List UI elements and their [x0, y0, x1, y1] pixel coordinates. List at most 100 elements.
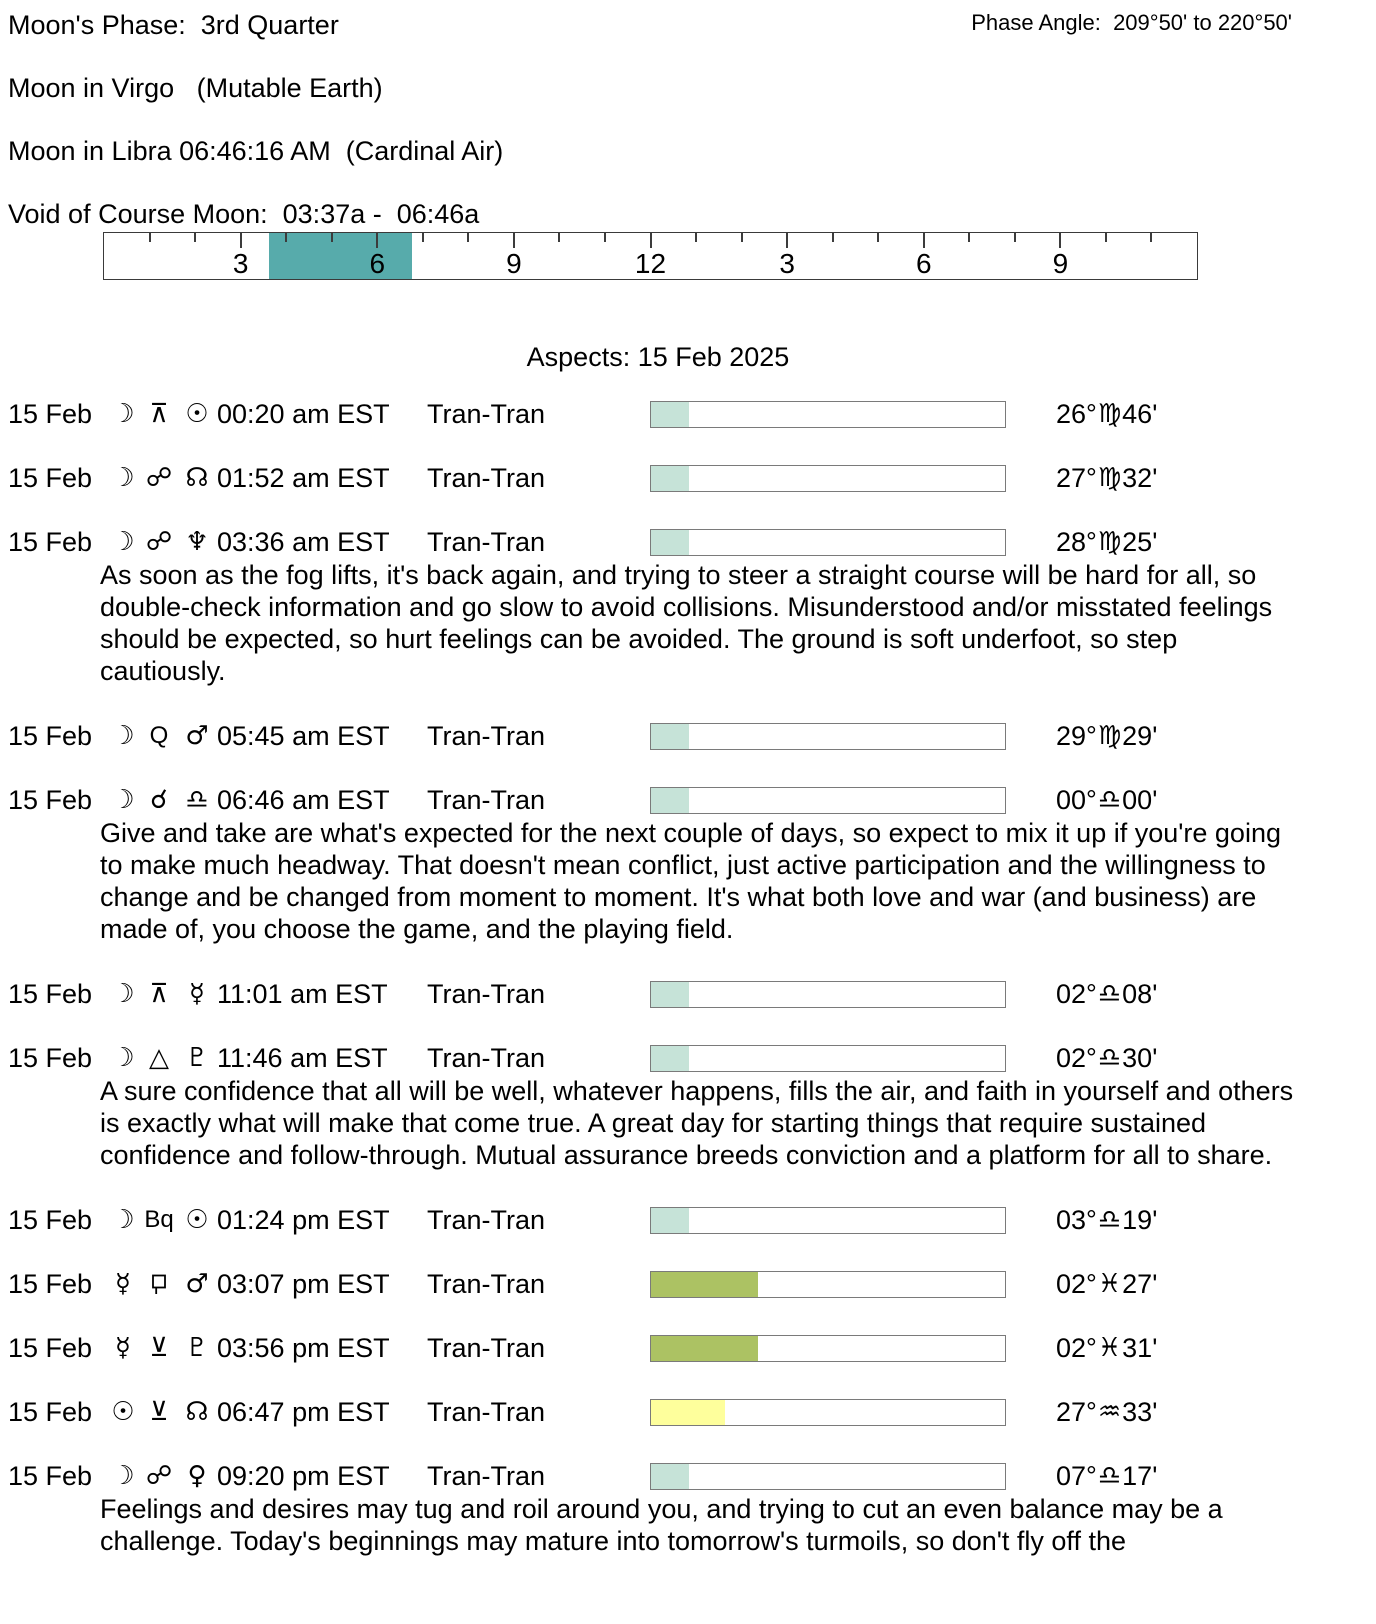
orb-progress-fill [651, 981, 689, 1007]
moon-icon: ☽ [111, 399, 135, 429]
aspect-date: 15 Feb [8, 398, 93, 429]
aspect-date: 15 Feb [8, 526, 93, 557]
aspect-type: Tran-Tran [427, 462, 546, 493]
pluto-icon: ♇ [185, 1333, 209, 1363]
aspect-date: 15 Feb [8, 1204, 93, 1235]
orb-progress-bar [650, 1462, 1006, 1490]
hour-tick [968, 233, 971, 242]
voc-timeline-ruler: 3 6 9 12 3 6 9 [103, 232, 1198, 280]
orb-progress-bar [650, 464, 1006, 492]
mars-icon: ♂ [185, 1269, 209, 1299]
hour-tick [877, 233, 880, 242]
aspect-row: 15 Feb ☽ ⊼ ☉ 00:20 am EST Tran-Tran 26° ♍… [8, 398, 1376, 430]
aspect-glyphs: ☽ ⊼ ☿ [105, 979, 217, 1009]
sun-icon: ☉ [185, 399, 209, 429]
hour-tick [148, 233, 151, 242]
hour-label: 12 [634, 248, 667, 279]
aspect-glyphs: ☿ ♂ [105, 1269, 217, 1299]
aspect-position: 02° ♎ 08' [1056, 978, 1158, 1010]
trine-icon: △ [149, 1043, 169, 1073]
aspect-glyphs: ☽ Bq ☉ [105, 1205, 217, 1235]
aspect-date: 15 Feb [8, 784, 93, 815]
moon-ingress-line: Moon in Libra 06:46:16 AM (Cardinal Air) [8, 136, 504, 166]
aspect-date: 15 Feb [8, 1396, 93, 1427]
aspect-position: 29° ♍ 29' [1056, 720, 1158, 752]
moon-icon: ☽ [111, 721, 135, 751]
orb-progress-fill [651, 723, 689, 749]
aspect-row: 15 Feb ☉ ⊻ ☊ 06:47 pm EST Tran-Tran 27° ♒… [8, 1396, 1376, 1428]
conjunction-icon: ☌ [150, 785, 168, 815]
hour-label: 9 [1052, 248, 1069, 279]
aspect-position: 07° ♎ 17' [1056, 1460, 1158, 1492]
aspect-block: 15 Feb ☿ ♂ 03:07 pm EST Tran-Tran 02° ♓ 27… [8, 1268, 1376, 1300]
aspect-time: 01:24 pm EST [217, 1204, 390, 1235]
aspect-type: Tran-Tran [427, 1042, 546, 1073]
libra-icon: ♎ [1097, 1205, 1122, 1235]
semisextile-icon: ⊻ [149, 1333, 169, 1363]
libra-icon: ♎ [1097, 1461, 1122, 1491]
orb-progress-fill [651, 401, 689, 427]
aspect-row: 15 Feb ☿ ♂ 03:07 pm EST Tran-Tran 02° ♓ 27… [8, 1268, 1376, 1300]
aspect-type: Tran-Tran [427, 1396, 546, 1427]
hour-tick [786, 233, 789, 248]
sesquiquadrate-icon [141, 1274, 177, 1295]
orb-progress-bar [650, 1044, 1006, 1072]
void-of-course-line: Void of Course Moon: 03:37a - 06:46a [8, 199, 480, 229]
aspect-row: 15 Feb ☽ ☍ ♆ 03:36 am EST Tran-Tran 28° ♍… [8, 526, 1376, 558]
aspect-time: 06:46 am EST [217, 784, 390, 815]
virgo-icon: ♍ [1097, 721, 1122, 751]
orb-progress-bar [650, 1398, 1006, 1426]
aspect-block: 15 Feb ☽ ⊼ ☿ 11:01 am EST Tran-Tran 02° ♎… [8, 978, 1376, 1010]
aspect-list: 15 Feb ☽ ⊼ ☉ 00:20 am EST Tran-Tran 26° ♍… [8, 399, 1376, 1557]
opposition-icon: ☍ [145, 527, 173, 557]
aspect-row: 15 Feb ☽ Q ♂ 05:45 am EST Tran-Tran 29° ♍… [8, 720, 1376, 752]
orb-progress-bar [650, 528, 1006, 556]
hour-tick [194, 233, 197, 242]
aspect-date: 15 Feb [8, 1042, 93, 1073]
aspect-row: 15 Feb ☽ ☌ ♎ 06:46 am EST Tran-Tran 00° ♎… [8, 784, 1376, 816]
aspect-row: 15 Feb ☽ △ ♇ 11:46 am EST Tran-Tran 02° ♎… [8, 1042, 1376, 1074]
aspect-glyphs: ☽ ☌ ♎ [105, 785, 217, 815]
aspect-type: Tran-Tran [427, 784, 546, 815]
aspect-block: 15 Feb ☽ ⊼ ☉ 00:20 am EST Tran-Tran 26° ♍… [8, 398, 1376, 430]
aspect-block: 15 Feb ☽ Q ♂ 05:45 am EST Tran-Tran 29° ♍… [8, 720, 1376, 752]
aspect-glyphs: ☽ ☍ ♀ [105, 1461, 217, 1491]
aspect-block: 15 Feb ☽ ☍ ♆ 03:36 am EST Tran-Tran 28° ♍… [8, 527, 1376, 687]
aspect-time: 03:36 am EST [217, 526, 390, 557]
aspect-interpretation: Feelings and desires may tug and roil ar… [100, 1494, 1223, 1556]
aspect-glyphs: ☽ ☍ ☊ [105, 463, 217, 493]
aspect-block: 15 Feb ☿ ⊻ ♇ 03:56 pm EST Tran-Tran 02° ♓… [8, 1333, 1376, 1364]
aspect-block: 15 Feb ☽ ☍ ☊ 01:52 am EST Tran-Tran 27° ♍… [8, 462, 1376, 494]
quincunx-icon: ⊼ [149, 399, 169, 429]
moon-icon: ☽ [111, 463, 135, 493]
quincunx-icon: ⊼ [149, 979, 169, 1009]
aspect-type: Tran-Tran [427, 526, 546, 557]
aspect-type: Tran-Tran [427, 1268, 546, 1299]
orb-progress-bar [650, 786, 1006, 814]
aspect-position: 02° ♓ 27' [1056, 1268, 1158, 1300]
orb-progress-fill [651, 465, 689, 491]
orb-progress-fill [651, 1335, 759, 1361]
orb-progress-bar [650, 1334, 1006, 1362]
hour-tick [1013, 233, 1016, 242]
aspect-position: 28° ♍ 25' [1056, 526, 1158, 558]
hour-label: 3 [232, 248, 249, 279]
aspect-type: Tran-Tran [427, 398, 546, 429]
orb-progress-bar [650, 722, 1006, 750]
hour-tick [285, 233, 288, 242]
aspect-block: 15 Feb ☽ Bq ☉ 01:24 pm EST Tran-Tran 03°… [8, 1204, 1376, 1236]
hour-tick [649, 233, 652, 248]
aspect-time: 06:47 pm EST [217, 1396, 390, 1427]
orb-progress-fill [651, 1045, 689, 1071]
virgo-icon: ♍ [1097, 399, 1122, 429]
aspect-glyphs: ☉ ⊻ ☊ [105, 1397, 217, 1427]
hour-tick [512, 233, 515, 248]
aspect-time: 09:20 pm EST [217, 1460, 390, 1491]
north-node-icon: ☊ [185, 463, 209, 493]
hour-tick [467, 233, 470, 242]
aspect-glyphs: ☿ ⊻ ♇ [105, 1333, 217, 1363]
pluto-icon: ♇ [185, 1043, 209, 1073]
hour-label: 3 [779, 248, 795, 279]
aspect-row: 15 Feb ☽ ☍ ☊ 01:52 am EST Tran-Tran 27° ♍… [8, 462, 1376, 494]
